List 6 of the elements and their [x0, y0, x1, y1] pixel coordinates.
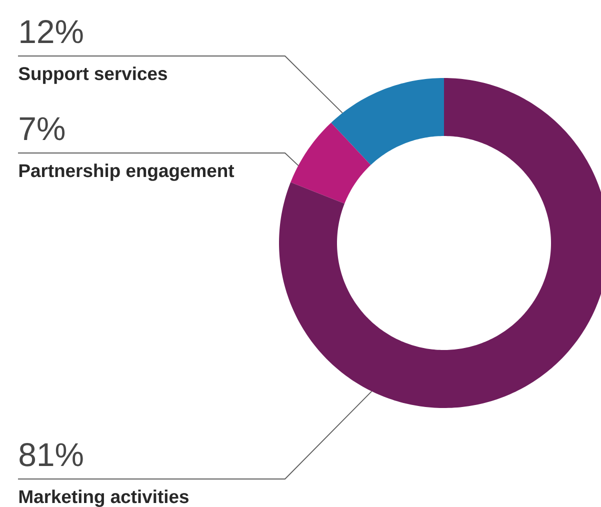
data-label: 81% — [20, 443, 83, 466]
slice-label: Marketing activities — [19, 490, 188, 507]
data-label: 12% — [20, 20, 83, 44]
slice-label: Partnership engagement — [19, 164, 234, 181]
data-label: 7% — [20, 117, 65, 140]
slice-label: Support services — [18, 66, 167, 84]
